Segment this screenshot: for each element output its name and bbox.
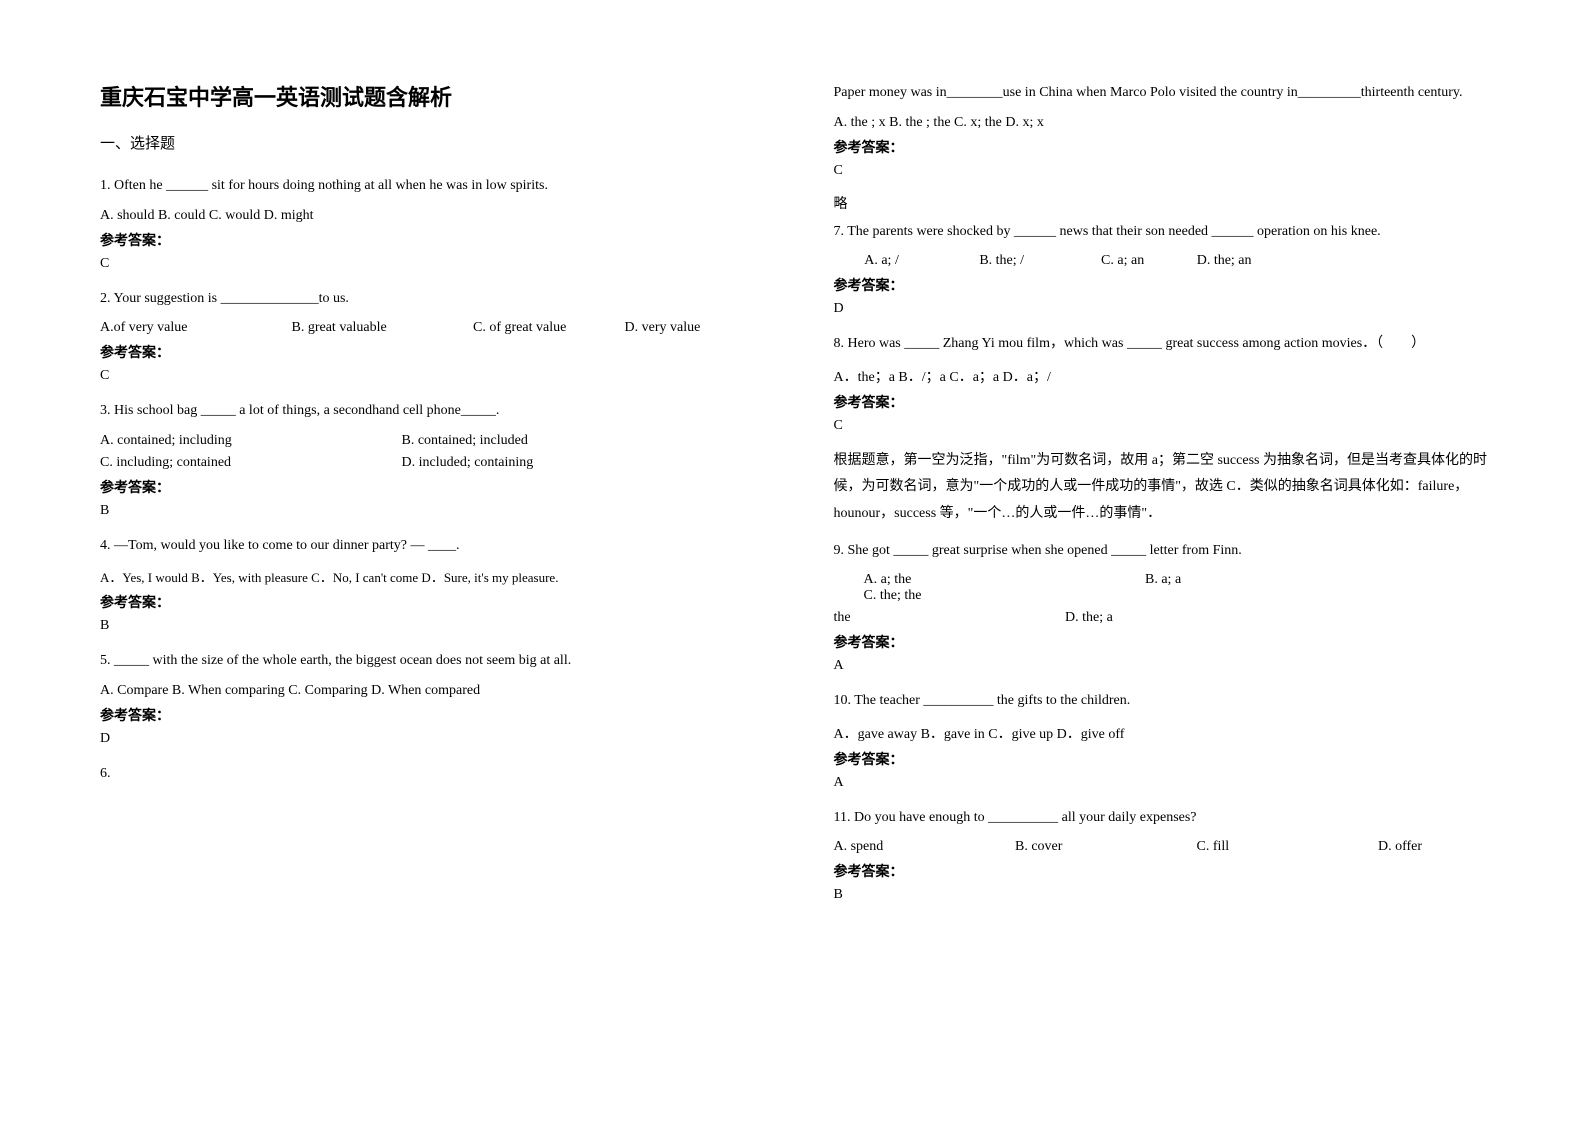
q6-opts: A. the ; x B. the ; the C. x; the D. x; … — [834, 115, 1488, 131]
q11-opts: A. spend B. cover C. fill D. offer — [834, 839, 1488, 855]
q3-opts-row1: A. contained; including B. contained; in… — [100, 433, 754, 449]
answer-label: 参考答案： — [100, 592, 754, 612]
q10-answer: A — [834, 775, 1488, 791]
answer-label: 参考答案： — [834, 632, 1488, 652]
q2-opts: A.of very value B. great valuable C. of … — [100, 320, 754, 336]
q2-answer: C — [100, 368, 754, 384]
page-title: 重庆石宝中学高一英语测试题含解析 — [100, 80, 754, 112]
q10-stem: 10. The teacher __________ the gifts to … — [834, 693, 1131, 708]
q6-number: 6. — [100, 761, 754, 788]
q6-answer: C — [834, 163, 1488, 179]
q7-answer: D — [834, 301, 1488, 317]
answer-label: 参考答案： — [834, 861, 1488, 881]
q10-opts: A．gave away B．gave in C．give up D．give o… — [834, 723, 1488, 743]
q1-answer: C — [100, 256, 754, 272]
q9-opts-row2: the D. the; a — [834, 610, 1488, 626]
answer-label: 参考答案： — [100, 477, 754, 497]
q3-stem: 3. His school bag _____ a lot of things,… — [100, 403, 499, 418]
q1-opts: A. should B. could C. would D. might — [100, 208, 754, 224]
q7-opts: A. a; / B. the; / C. a; an D. the; an — [834, 253, 1488, 269]
answer-label: 参考答案： — [834, 749, 1488, 769]
q6-note: 略 — [834, 193, 1488, 213]
q1-stem: 1. Often he ______ sit for hours doing n… — [100, 178, 548, 193]
q8-answer: C — [834, 418, 1488, 434]
answer-label: 参考答案： — [834, 275, 1488, 295]
q8-opts: A．the；a B．/；a C．a；a D．a；/ — [834, 366, 1488, 386]
answer-label: 参考答案： — [100, 705, 754, 725]
answer-label: 参考答案： — [834, 137, 1488, 157]
q9-opts-row1: A. a; the B. a; a C. the; the — [834, 572, 1488, 604]
q8-explain: 根据题意，第一空为泛指，"film"为可数名词，故用 a；第二空 success… — [834, 448, 1488, 528]
q4-stem: 4. —Tom, would you like to come to our d… — [100, 538, 459, 553]
q5-stem: 5. _____ with the size of the whole eart… — [100, 653, 571, 668]
q9-answer: A — [834, 658, 1488, 674]
q3-opts-row2: C. including; contained D. included; con… — [100, 455, 754, 471]
answer-label: 参考答案： — [100, 342, 754, 362]
answer-label: 参考答案： — [834, 392, 1488, 412]
q11-answer: B — [834, 887, 1488, 903]
q2-stem: 2. Your suggestion is ______________to u… — [100, 291, 349, 306]
section-header: 一、选择题 — [100, 132, 754, 153]
q11-stem: 11. Do you have enough to __________ all… — [834, 810, 1197, 825]
q7-stem: 7. The parents were shocked by ______ ne… — [834, 224, 1381, 239]
q3-answer: B — [100, 503, 754, 519]
q4-opts: A．Yes, I would B．Yes, with pleasure C．No… — [100, 567, 754, 586]
q4-answer: B — [100, 618, 754, 634]
q6-stem: Paper money was in________use in China w… — [834, 85, 1463, 100]
q8-stem: 8. Hero was _____ Zhang Yi mou film，whic… — [834, 336, 1426, 351]
answer-label: 参考答案： — [100, 230, 754, 250]
q9-stem: 9. She got _____ great surprise when she… — [834, 543, 1242, 558]
q5-answer: D — [100, 731, 754, 747]
q5-opts: A. Compare B. When comparing C. Comparin… — [100, 683, 754, 699]
